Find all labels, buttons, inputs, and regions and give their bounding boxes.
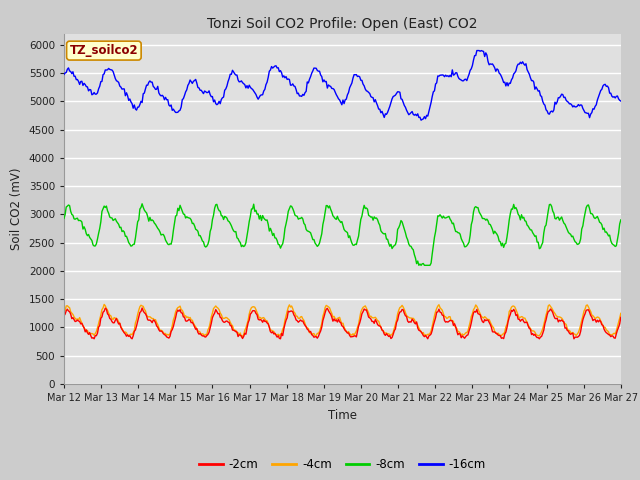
Text: TZ_soilco2: TZ_soilco2 bbox=[70, 44, 138, 57]
Y-axis label: Soil CO2 (mV): Soil CO2 (mV) bbox=[10, 168, 23, 250]
X-axis label: Time: Time bbox=[328, 408, 357, 421]
Legend: -2cm, -4cm, -8cm, -16cm: -2cm, -4cm, -8cm, -16cm bbox=[194, 454, 491, 476]
Title: Tonzi Soil CO2 Profile: Open (East) CO2: Tonzi Soil CO2 Profile: Open (East) CO2 bbox=[207, 17, 477, 31]
